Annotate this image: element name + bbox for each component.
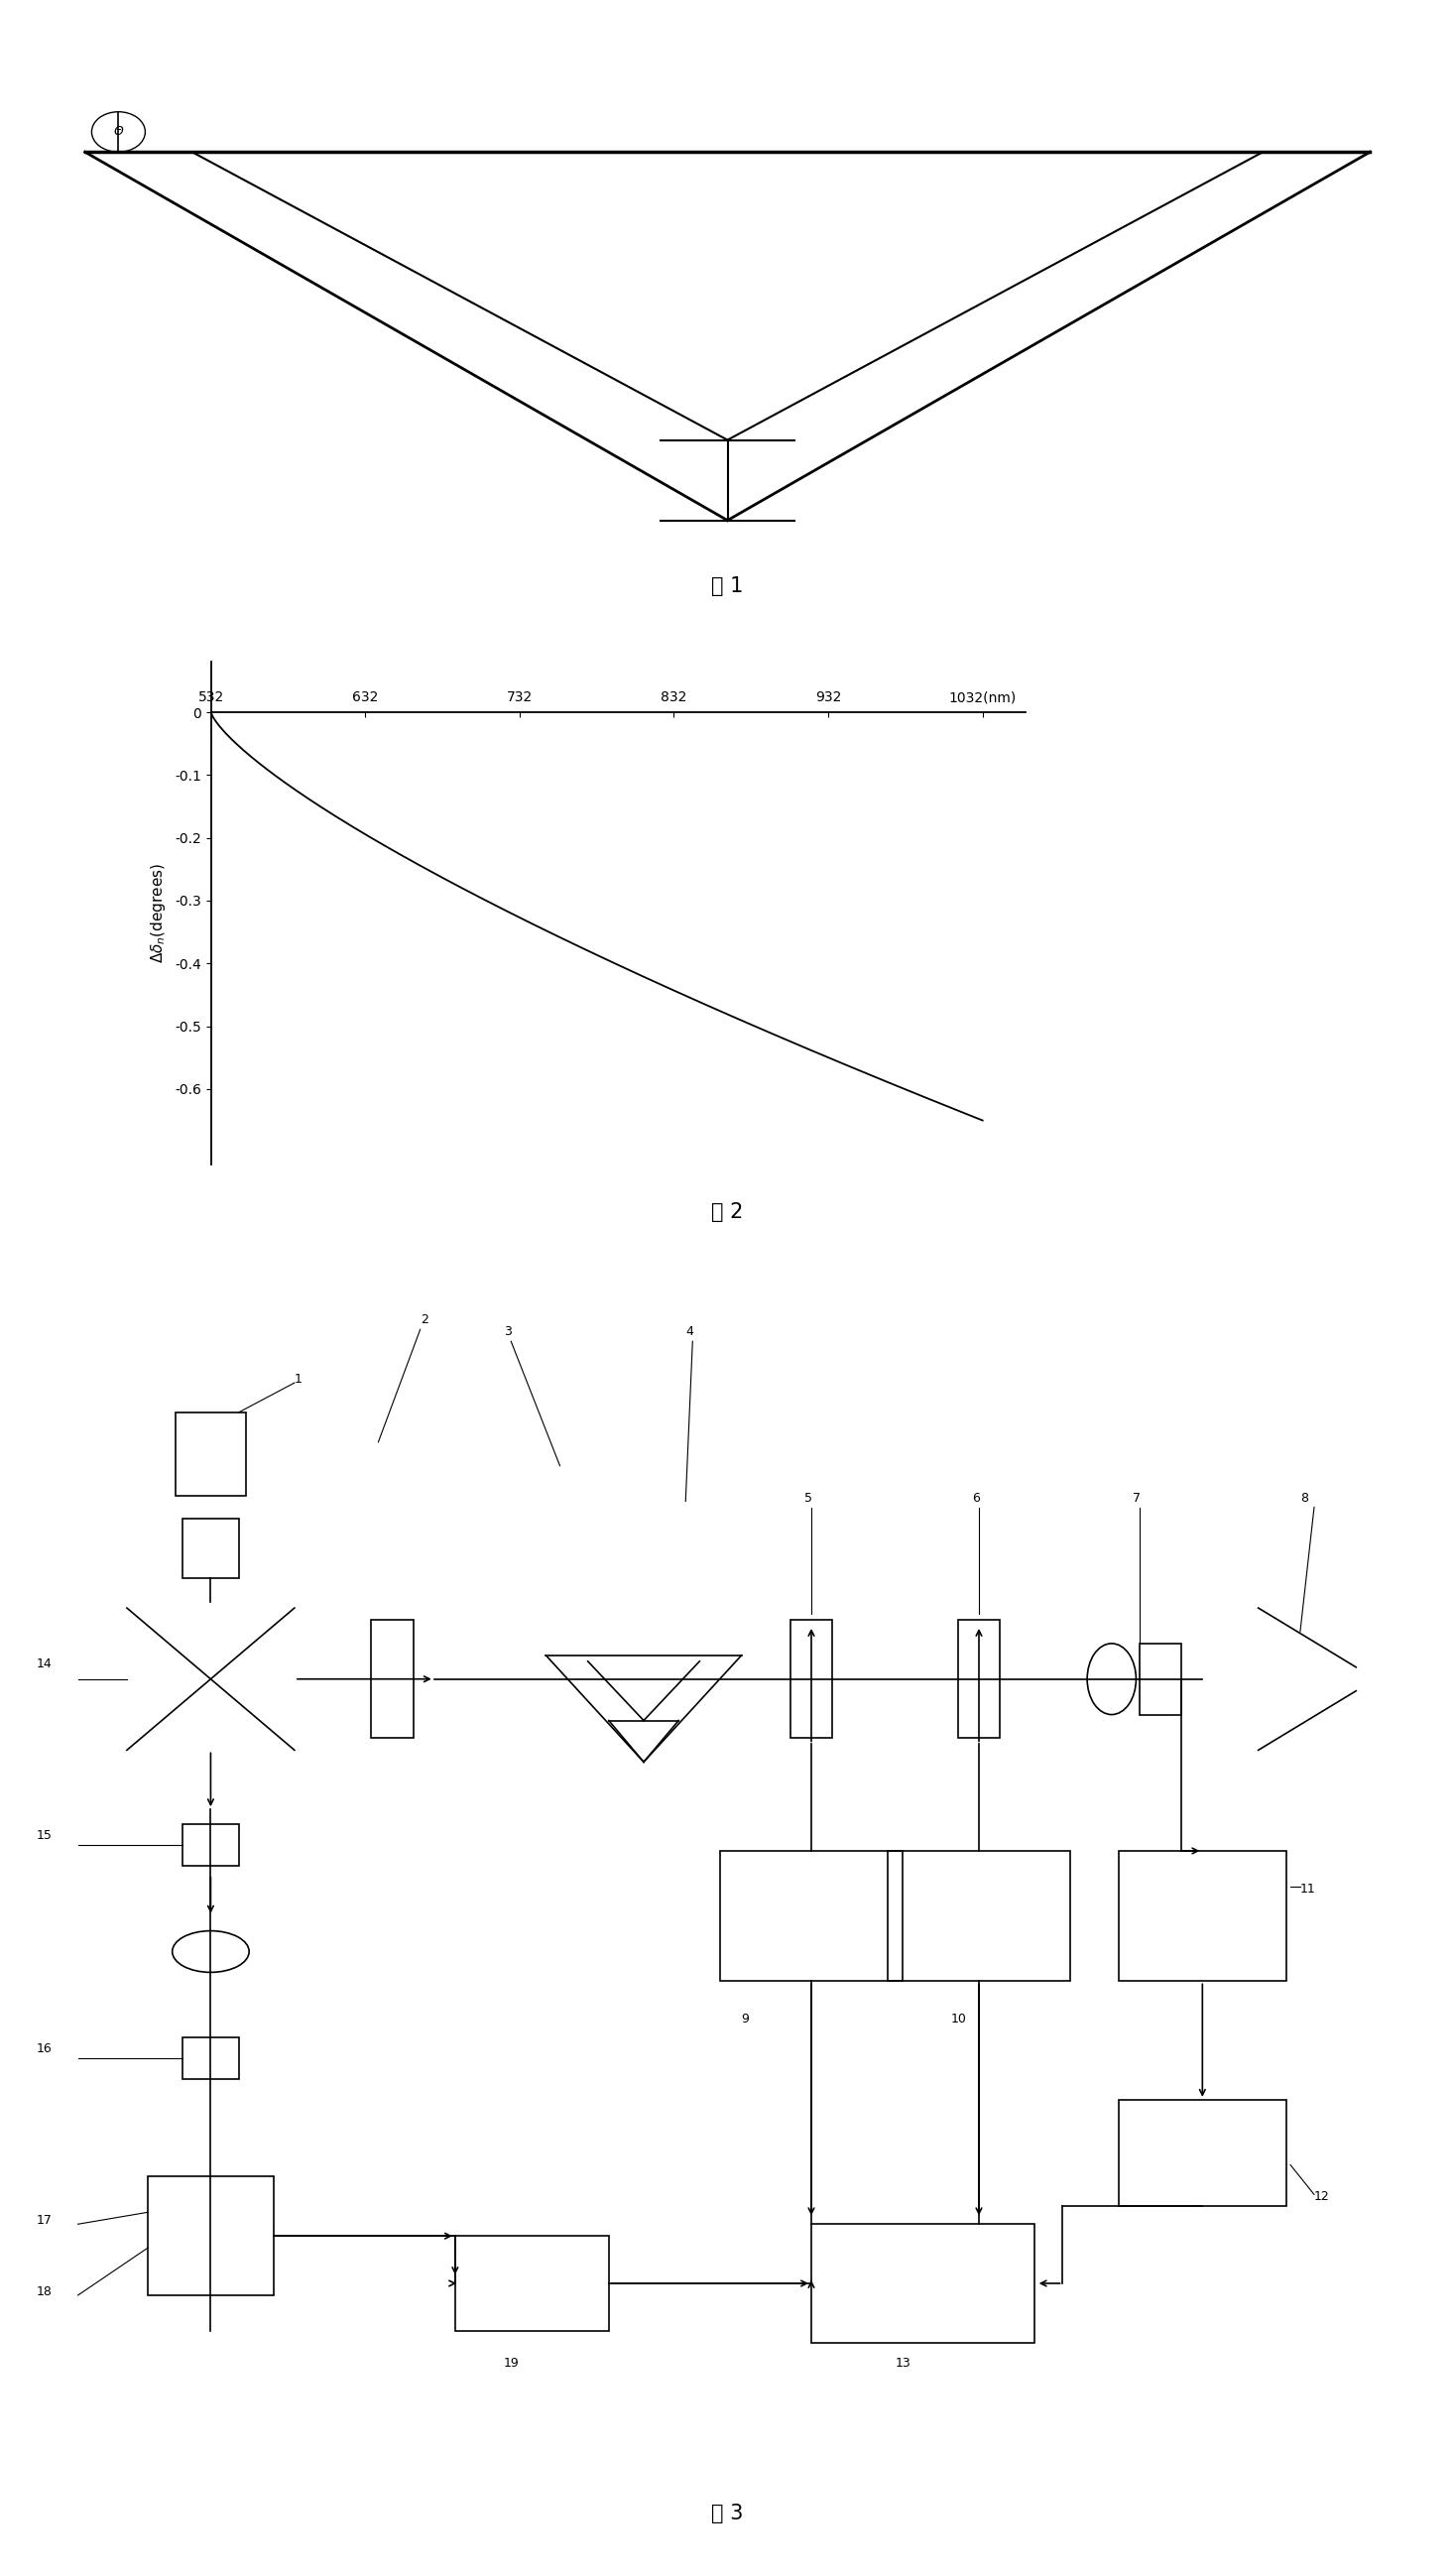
Text: 15: 15 <box>36 1829 52 1842</box>
Text: 532: 532 <box>198 690 224 706</box>
Bar <box>888 1850 1069 1981</box>
Bar <box>812 2223 1035 2342</box>
Text: 7: 7 <box>1132 1492 1141 1504</box>
Text: 10: 10 <box>952 2012 966 2025</box>
Text: 14: 14 <box>36 1656 52 1669</box>
Text: 6: 6 <box>972 1492 979 1504</box>
Bar <box>455 2236 608 2331</box>
Text: 932: 932 <box>815 690 841 706</box>
Text: 图 3: 图 3 <box>711 2504 744 2524</box>
Bar <box>176 1412 246 1494</box>
Text: 4: 4 <box>685 1327 694 1340</box>
Text: 18: 18 <box>36 2285 52 2298</box>
Text: 1: 1 <box>294 1373 303 1386</box>
Text: Θ: Θ <box>113 126 124 139</box>
Y-axis label: $\Delta\delta_n$(degrees): $\Delta\delta_n$(degrees) <box>148 863 167 963</box>
Bar <box>1139 1643 1181 1716</box>
Text: 632: 632 <box>352 690 378 706</box>
Bar <box>183 1520 239 1579</box>
Text: 图 2: 图 2 <box>711 1203 744 1224</box>
Text: 8: 8 <box>1301 1492 1308 1504</box>
Bar <box>957 1620 1000 1739</box>
Text: 732: 732 <box>506 690 533 706</box>
Text: 13: 13 <box>895 2357 911 2370</box>
Bar <box>720 1850 902 1981</box>
Text: 16: 16 <box>36 2043 52 2056</box>
Text: 9: 9 <box>742 2012 749 2025</box>
Bar <box>148 2177 274 2295</box>
Bar <box>183 1824 239 1865</box>
Text: 17: 17 <box>36 2215 52 2228</box>
Text: 2: 2 <box>420 1314 428 1327</box>
Text: 832: 832 <box>661 690 687 706</box>
Text: 3: 3 <box>503 1327 512 1340</box>
Bar <box>371 1620 413 1739</box>
Text: 图 1: 图 1 <box>711 577 744 598</box>
Text: 19: 19 <box>503 2357 519 2370</box>
Bar <box>183 2038 239 2079</box>
Bar <box>790 1620 832 1739</box>
Text: 11: 11 <box>1301 1883 1315 1896</box>
Text: 12: 12 <box>1314 2190 1330 2202</box>
Text: 5: 5 <box>805 1492 812 1504</box>
Text: 1032(nm): 1032(nm) <box>949 690 1017 706</box>
Bar <box>1119 2099 1286 2205</box>
Bar <box>1119 1850 1286 1981</box>
